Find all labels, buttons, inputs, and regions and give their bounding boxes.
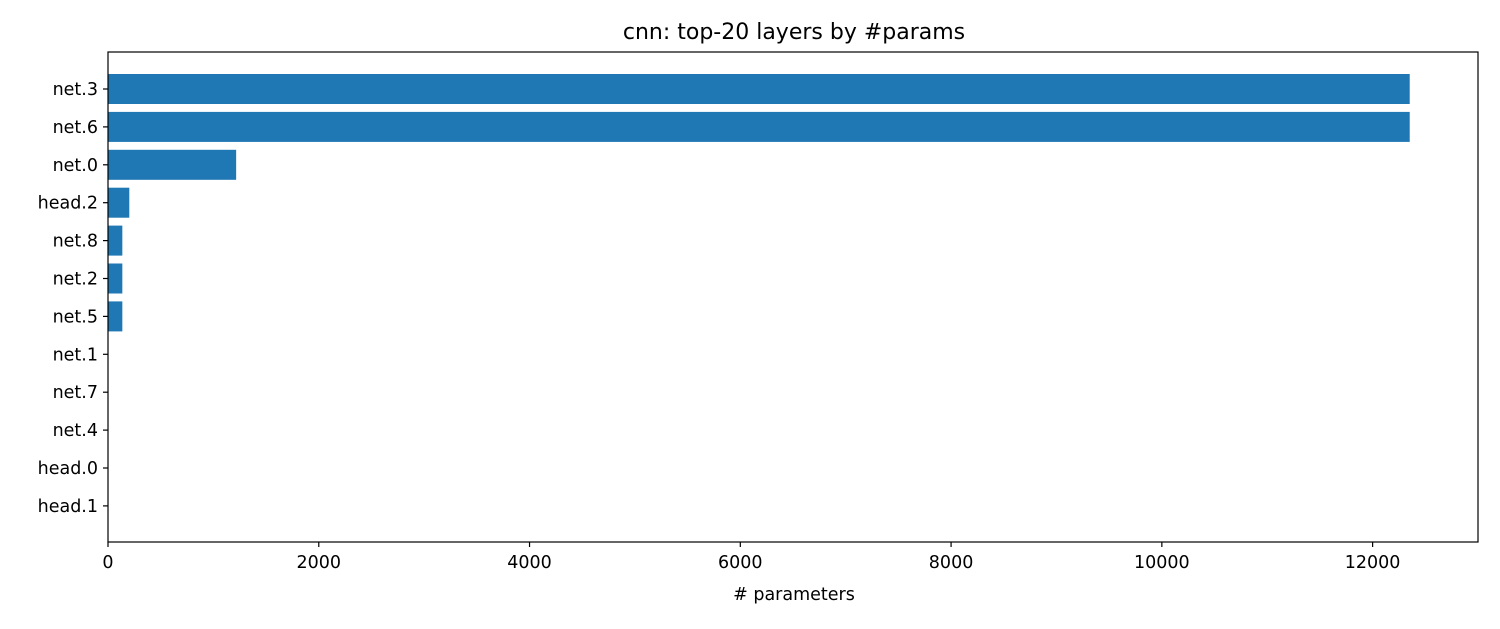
x-tick-label: 0	[102, 553, 113, 573]
x-tick-label: 4000	[507, 553, 552, 573]
y-tick-label: head.1	[38, 497, 98, 517]
bars-group	[108, 74, 1410, 332]
x-tick-label: 12000	[1345, 553, 1401, 573]
chart-title: cnn: top-20 layers by #params	[623, 20, 965, 45]
bar-net-6	[108, 111, 1410, 142]
y-tick-label: net.1	[53, 345, 98, 365]
y-tick-label: net.4	[53, 421, 98, 441]
y-tick-label: net.0	[53, 156, 98, 176]
y-axis-ticks: net.3 net.6 net.0 head.2 net.8 net.2 net.5 net.…	[38, 80, 108, 517]
y-tick-label: net.7	[53, 383, 98, 403]
y-tick-label: net.8	[53, 232, 98, 252]
bar-net-8	[108, 225, 123, 256]
x-tick-label: 8000	[929, 553, 974, 573]
x-axis-label: # parameters	[733, 585, 855, 605]
bar-net-5	[108, 301, 123, 332]
y-tick-label: net.5	[53, 307, 98, 327]
x-tick-label: 6000	[718, 553, 763, 573]
bar-net-2	[108, 263, 123, 294]
x-tick-label: 10000	[1134, 553, 1190, 573]
bar-net-3	[108, 74, 1410, 104]
bar-head-2	[108, 187, 130, 218]
x-tick-label: 2000	[296, 553, 341, 573]
y-tick-label: net.3	[53, 80, 98, 100]
y-tick-label: head.2	[38, 194, 98, 214]
x-axis-ticks: 0 2000 4000 6000 8000 10000 12000	[102, 542, 1400, 573]
bar-net-0	[108, 149, 237, 180]
y-tick-label: net.2	[53, 270, 98, 290]
plot-frame	[107, 51, 1479, 543]
y-tick-label: net.6	[53, 118, 98, 138]
y-tick-label: head.0	[38, 459, 98, 479]
